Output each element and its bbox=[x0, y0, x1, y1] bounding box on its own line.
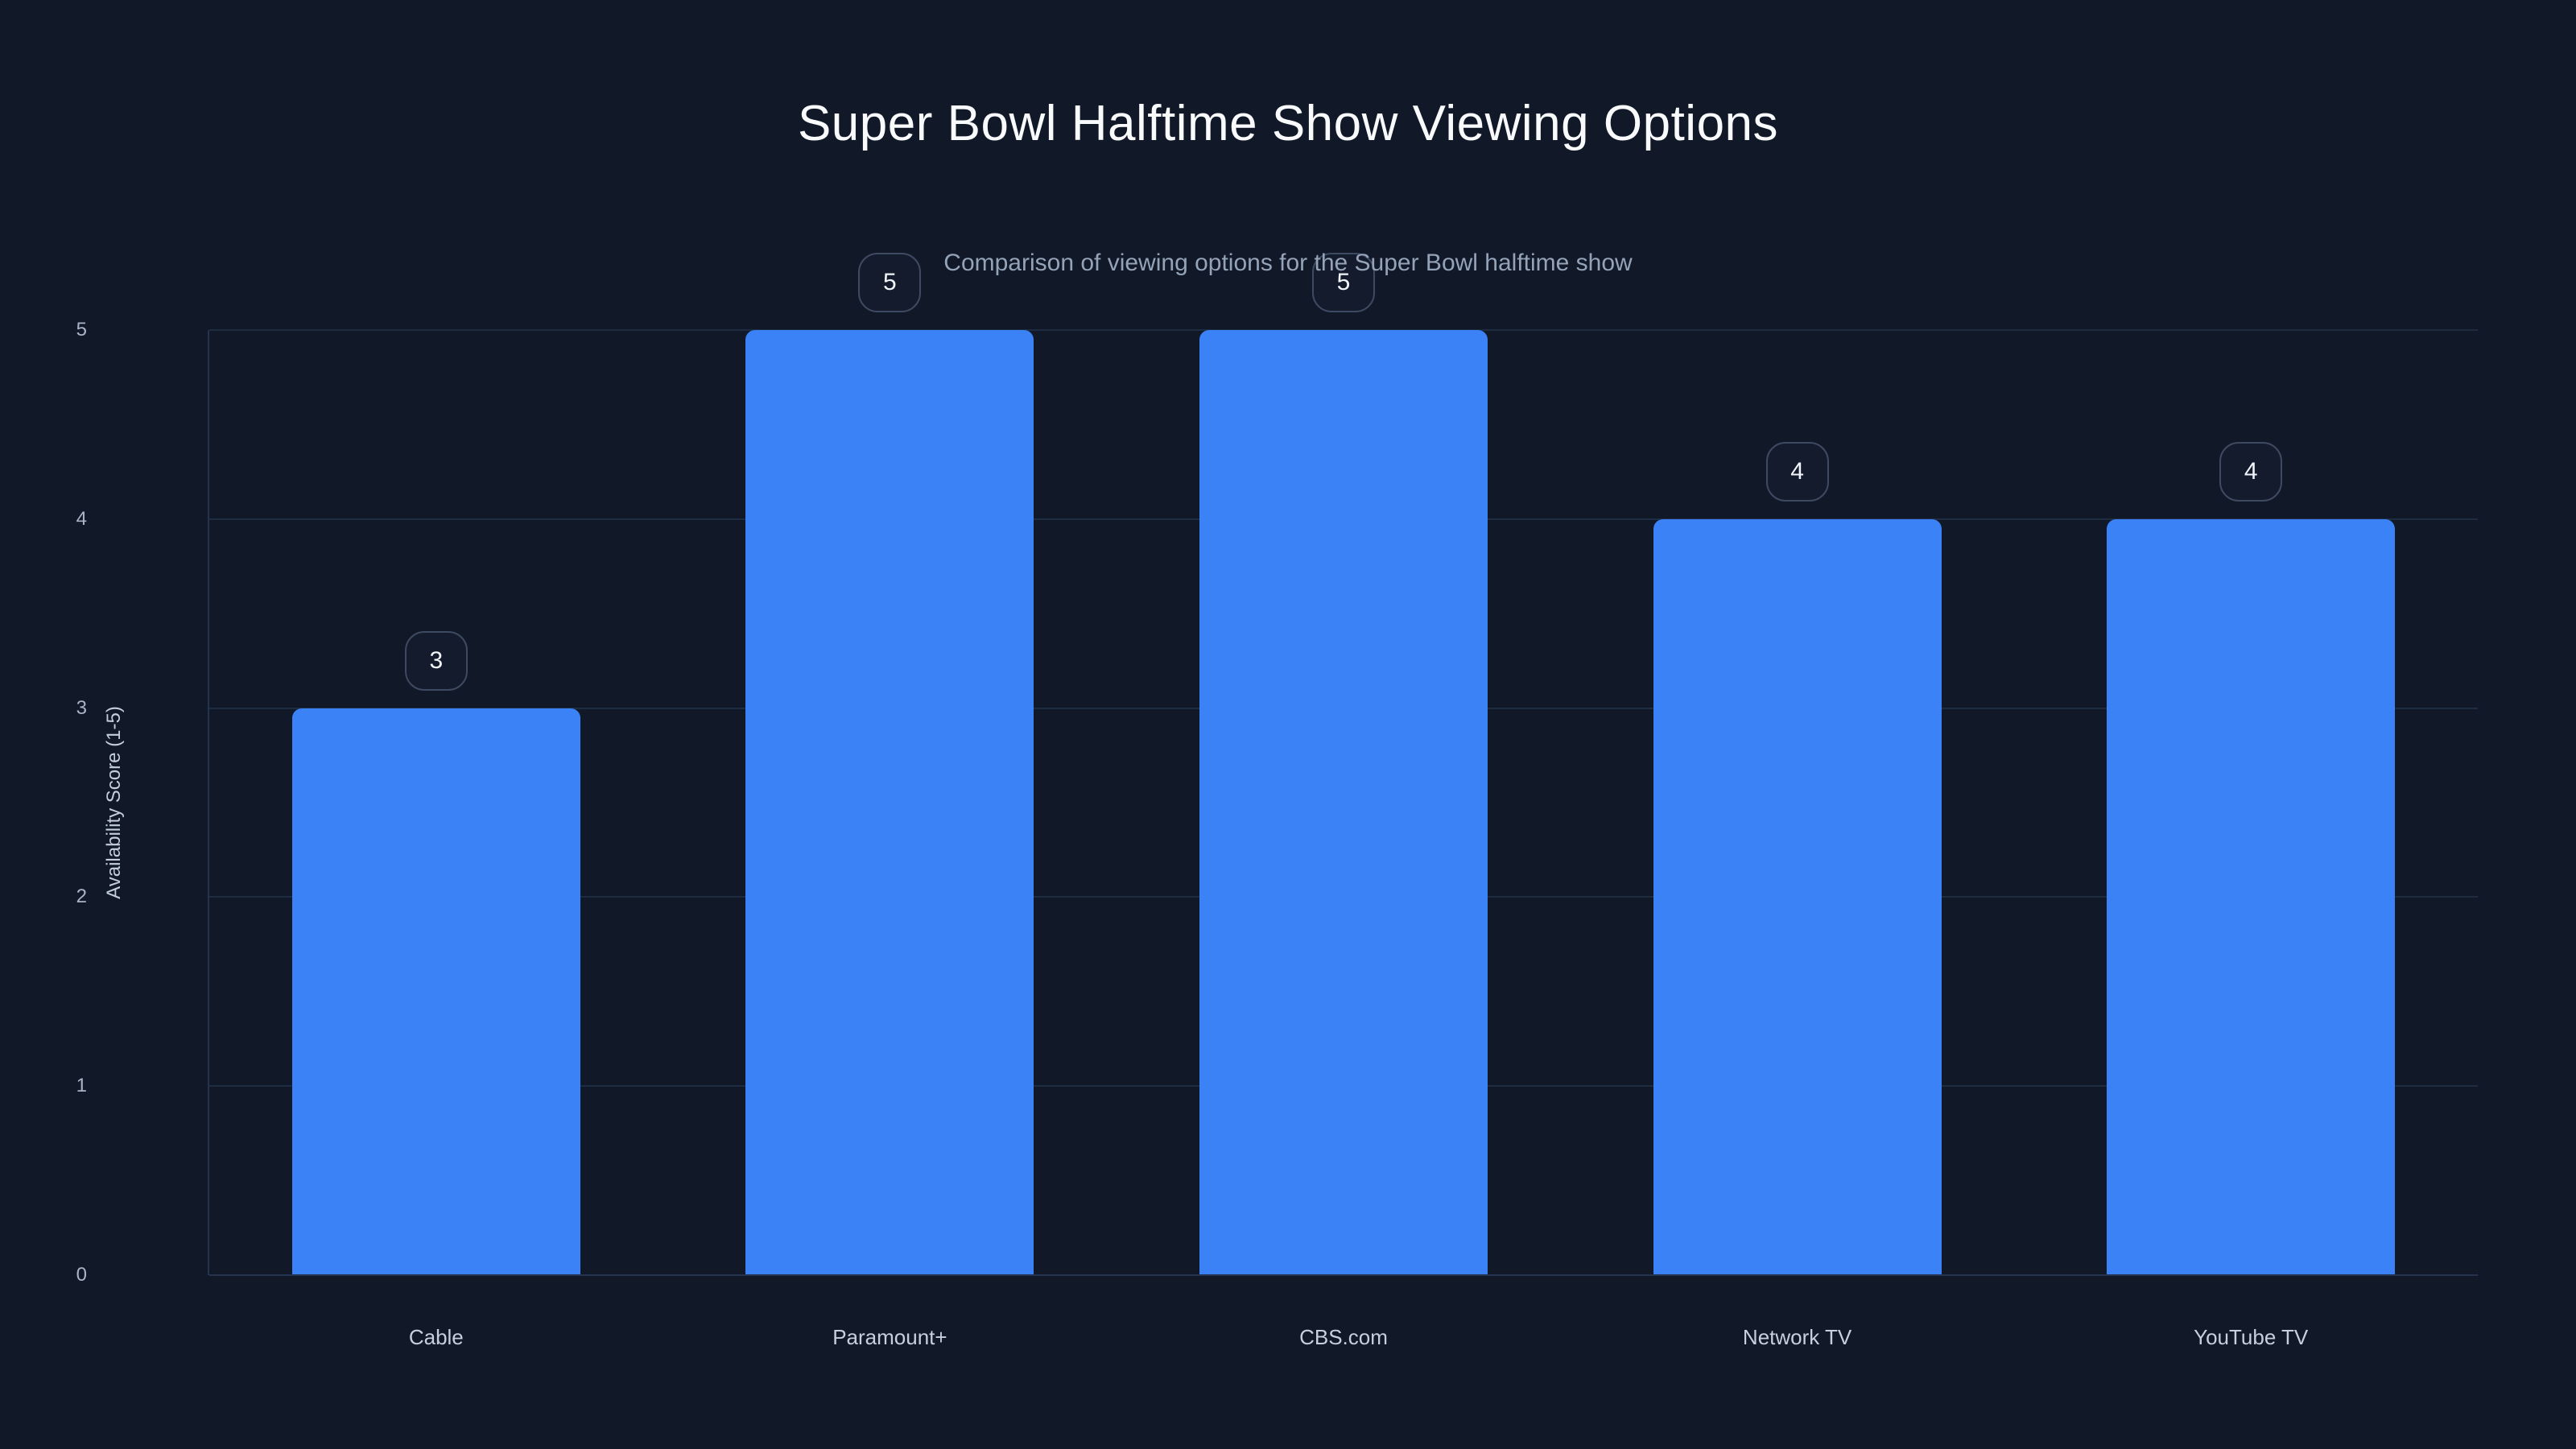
chart-subtitle: Comparison of viewing options for the Su… bbox=[943, 250, 1633, 276]
y-tick-label-0: 0 bbox=[76, 1264, 87, 1286]
bar-network-tv[interactable] bbox=[1653, 518, 1942, 1275]
x-tick-label-paramount: Paramount+ bbox=[832, 1325, 947, 1349]
bar-cable[interactable] bbox=[291, 708, 580, 1275]
x-tick-label-cable: Cable bbox=[408, 1325, 464, 1349]
value-badge-network-tv: 4 bbox=[1765, 441, 1829, 502]
y-tick-label-1: 1 bbox=[76, 1075, 87, 1097]
x-tick-label-network-tv: Network TV bbox=[1742, 1325, 1852, 1349]
x-axis-line bbox=[209, 1274, 2478, 1276]
plot-area: 0 1 2 3 4 5 3 Cable 5 Paramount+ 5 CBS.com 4 Network … bbox=[76, 253, 2478, 1349]
chart-title: Super Bowl Halftime Show Viewing Options bbox=[797, 96, 1779, 151]
x-tick-label-cbs-com: CBS.com bbox=[1299, 1325, 1388, 1349]
bar-youtube-tv[interactable] bbox=[2107, 518, 2396, 1275]
value-badge-cable: 3 bbox=[404, 630, 468, 691]
value-badge-paramount: 5 bbox=[858, 253, 922, 312]
bar-cbs-com[interactable] bbox=[1199, 330, 1488, 1275]
y-tick-label-2: 2 bbox=[76, 886, 87, 908]
x-tick-label-youtube-tv: YouTube TV bbox=[2194, 1325, 2309, 1349]
y-tick-label-5: 5 bbox=[76, 319, 87, 341]
value-badge-youtube-tv: 4 bbox=[2219, 441, 2283, 502]
value-badge-cbs-com: 5 bbox=[1312, 253, 1375, 312]
y-axis-title: Availability Score (1-5) bbox=[103, 706, 125, 899]
y-tick-label-3: 3 bbox=[76, 696, 87, 719]
bar-paramount[interactable] bbox=[745, 330, 1034, 1275]
y-axis-line bbox=[208, 330, 209, 1275]
y-tick-label-4: 4 bbox=[76, 507, 87, 530]
